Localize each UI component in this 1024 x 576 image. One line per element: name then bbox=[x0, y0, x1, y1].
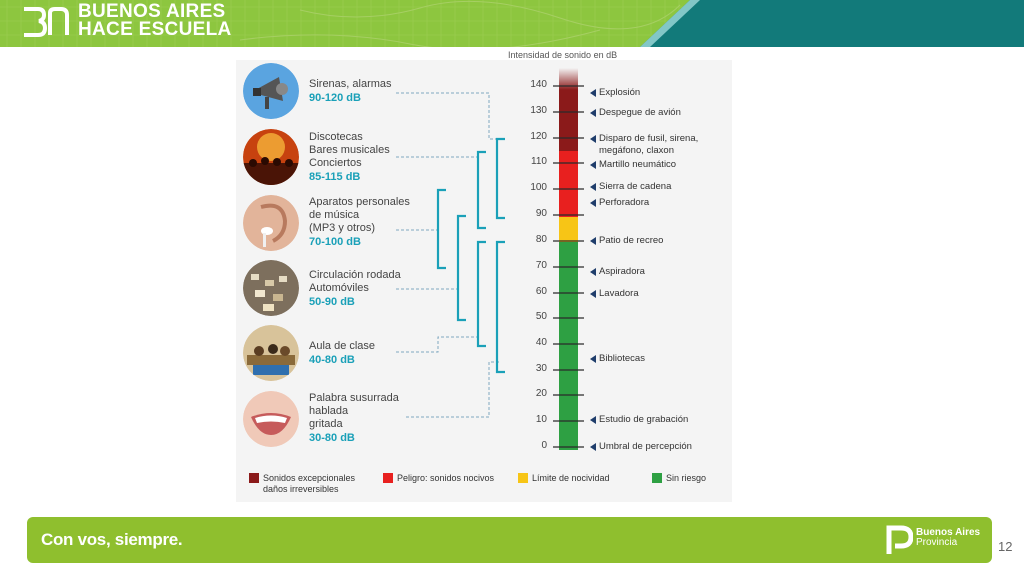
item-label-sirenas: Sirenas, alarmas bbox=[309, 78, 392, 90]
source-arrow-icon bbox=[590, 416, 596, 424]
classroom-icon bbox=[243, 325, 299, 381]
scale-tick-label: 90 bbox=[535, 208, 547, 219]
brand-wordmark: BUENOS AIRES HACE ESCUELA bbox=[78, 1, 232, 40]
scale-segment-fade bbox=[559, 68, 578, 90]
item-label-palabra: Palabra susurrada hablada gritada bbox=[309, 392, 399, 430]
legend-swatch-danger bbox=[383, 473, 393, 483]
item-range-aparatos: 70-100 dB bbox=[309, 236, 361, 248]
scale-tick-label: 130 bbox=[530, 105, 547, 116]
ear-earbud-icon bbox=[243, 195, 299, 251]
provincia-line-1: Buenos Aires bbox=[916, 527, 981, 538]
legend-label-danger: Peligro: sonidos nocivos bbox=[397, 473, 495, 483]
source-label: Umbral de percepción bbox=[599, 441, 692, 452]
provincia-line-2: Provincia bbox=[916, 537, 958, 548]
brand-line-1: BUENOS AIRES bbox=[78, 1, 226, 22]
scale-tick-label: 120 bbox=[530, 131, 547, 142]
item-label-circulacion: Circulación rodada Automóviles bbox=[309, 269, 401, 294]
ba-monogram-logo-icon bbox=[24, 7, 69, 37]
item-label-discotecas: Discotecas Bares musicales Conciertos bbox=[309, 131, 390, 169]
diagram-panel bbox=[236, 60, 732, 502]
scale-title: Intensidad de sonido en dB bbox=[508, 50, 618, 60]
source-arrow-icon bbox=[590, 135, 596, 143]
header-banner: BUENOS AIRES HACE ESCUELA bbox=[0, 0, 1024, 47]
footer-slogan: Con vos, siempre. bbox=[41, 530, 183, 549]
legend-swatch-limit bbox=[518, 473, 528, 483]
source-label: Despegue de avión bbox=[599, 107, 681, 118]
source-arrow-icon bbox=[590, 183, 596, 191]
source-label: Aspiradora bbox=[599, 266, 645, 277]
source-arrow-icon bbox=[590, 443, 596, 451]
page-number: 12 bbox=[998, 539, 1013, 554]
scale-tick-label: 100 bbox=[530, 182, 547, 193]
item-range-circulacion: 50-90 dB bbox=[309, 296, 355, 308]
source-label: Disparo de fusil, sirena, megáfono, clax… bbox=[599, 133, 699, 156]
source-label: Patio de recreo bbox=[599, 235, 664, 246]
source-arrow-icon bbox=[590, 237, 596, 245]
legend-swatch-exceptional bbox=[249, 473, 259, 483]
scale-tick-label: 60 bbox=[535, 286, 547, 297]
source-arrow-icon bbox=[590, 161, 596, 169]
scale-tick-label: 0 bbox=[541, 440, 547, 451]
scale-segment-exceptional bbox=[559, 90, 578, 151]
item-range-discotecas: 85-115 dB bbox=[309, 171, 361, 183]
scale-tick-label: 30 bbox=[535, 363, 547, 374]
brand-line-2: HACE ESCUELA bbox=[78, 19, 232, 40]
scale-segment-safe bbox=[559, 242, 578, 450]
scale-tick-label: 50 bbox=[535, 311, 547, 322]
legend-swatch-safe bbox=[652, 473, 662, 483]
item-range-sirenas: 90-120 dB bbox=[309, 92, 361, 104]
source-label: Lavadora bbox=[599, 288, 639, 299]
scale-tick-label: 70 bbox=[535, 260, 547, 271]
concert-crowd-icon bbox=[243, 129, 299, 185]
header-background bbox=[0, 0, 1024, 47]
item-range-palabra: 30-80 dB bbox=[309, 432, 355, 444]
item-range-aula: 40-80 dB bbox=[309, 354, 355, 366]
traffic-cars-icon bbox=[243, 260, 299, 316]
scale-tick-label: 40 bbox=[535, 337, 547, 348]
provincia-wordmark: Buenos Aires Provincia bbox=[916, 528, 980, 548]
source-arrow-icon bbox=[590, 89, 596, 97]
item-label-aula: Aula de clase bbox=[309, 340, 376, 352]
scale-tick-label: 80 bbox=[535, 234, 547, 245]
scale-tick-label: 10 bbox=[535, 414, 547, 425]
mouth-smile-icon bbox=[243, 391, 299, 447]
source-label: Explosión bbox=[599, 87, 641, 98]
provincia-p-logo-icon bbox=[886, 525, 913, 554]
megaphone-icon bbox=[243, 63, 299, 119]
legend-label-exceptional: Sonidos excepcionales daños irreversible… bbox=[263, 473, 356, 494]
legend-label-limit: Límite de nocividad bbox=[532, 473, 610, 483]
source-label: Estudio de grabación bbox=[599, 414, 689, 425]
item-label-aparatos: Aparatos personales de música (MP3 y otr… bbox=[309, 196, 410, 234]
source-arrow-icon bbox=[590, 109, 596, 117]
source-label: Martillo neumático bbox=[599, 159, 677, 170]
source-label: Perforadora bbox=[599, 197, 650, 208]
source-arrow-icon bbox=[590, 268, 596, 276]
source-label: Sierra de cadena bbox=[599, 181, 672, 192]
source-arrow-icon bbox=[590, 355, 596, 363]
footer-bar: Con vos, siempre. Buenos Aires Provincia bbox=[27, 517, 992, 563]
legend-label-safe: Sin riesgo bbox=[666, 473, 707, 483]
scale-tick-label: 20 bbox=[535, 388, 547, 399]
scale-tick-label: 140 bbox=[530, 79, 547, 90]
scale-tick-label: 110 bbox=[531, 156, 547, 167]
scale-segment-danger bbox=[559, 151, 578, 217]
scale-segment-limit bbox=[559, 217, 578, 242]
source-arrow-icon bbox=[590, 290, 596, 298]
source-arrow-icon bbox=[590, 199, 596, 207]
source-label: Bibliotecas bbox=[599, 353, 645, 364]
